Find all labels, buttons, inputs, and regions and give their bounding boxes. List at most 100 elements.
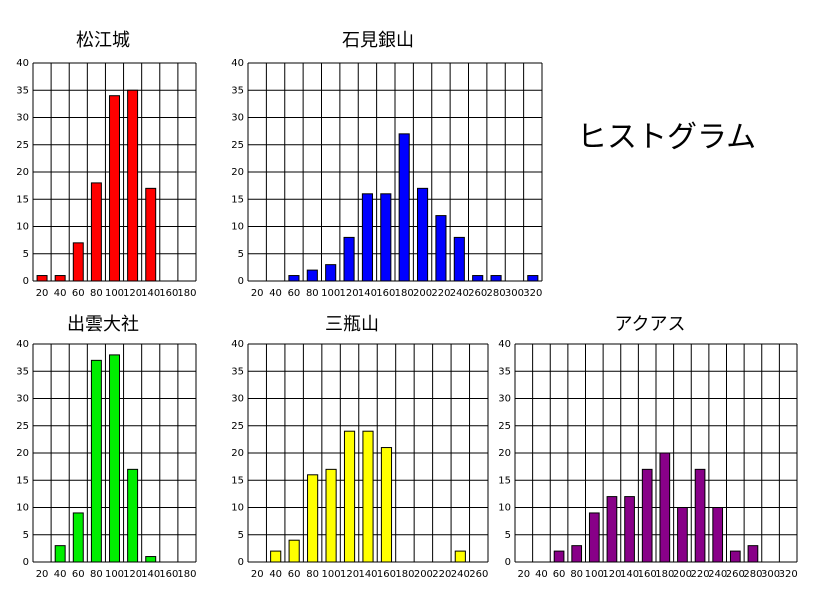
x-tick-label: 300 <box>505 288 524 299</box>
bar <box>435 215 447 282</box>
bar <box>127 89 139 282</box>
y-tick-label: 20 <box>231 448 244 459</box>
bar <box>90 359 102 563</box>
bar <box>659 452 671 563</box>
y-tick-label: 5 <box>238 249 244 260</box>
y-tick-label: 35 <box>231 85 244 96</box>
x-tick-label: 260 <box>469 569 488 580</box>
y-tick-label: 15 <box>16 475 29 486</box>
x-tick-label: 40 <box>269 288 282 299</box>
histogram-3: 0 5 10 15 20 25 30 35 40 20 40 60 80 100 120 140 160 180 出… <box>16 314 197 580</box>
y-tick-label: 20 <box>498 448 511 459</box>
x-tick-label: 160 <box>376 288 395 299</box>
x-tick-label: 100 <box>105 288 124 299</box>
bar <box>306 269 318 282</box>
y-tick-label: 0 <box>505 557 511 568</box>
y-tick-label: 40 <box>16 339 29 350</box>
x-tick-label: 120 <box>123 288 142 299</box>
bar <box>490 275 502 282</box>
chart-title: 三瓶山 <box>325 314 379 335</box>
x-tick-label: 160 <box>159 288 178 299</box>
bar <box>343 430 356 563</box>
bar <box>127 468 139 563</box>
y-tick-label: 25 <box>231 421 244 432</box>
x-tick-label: 80 <box>306 288 319 299</box>
bar <box>453 236 465 282</box>
x-tick-label: 20 <box>36 569 49 580</box>
bar <box>307 474 319 563</box>
bar <box>417 187 429 282</box>
bar <box>109 95 120 282</box>
bar <box>362 430 374 563</box>
y-tick-label: 25 <box>16 421 29 432</box>
y-tick-label: 5 <box>238 530 244 541</box>
x-tick-label: 260 <box>468 288 487 299</box>
x-tick-label: 60 <box>72 569 85 580</box>
y-tick-label: 15 <box>231 475 244 486</box>
x-tick-label: 20 <box>517 569 530 580</box>
bar <box>729 550 741 563</box>
x-tick-label: 80 <box>570 569 583 580</box>
y-tick-label: 15 <box>498 475 511 486</box>
x-tick-label: 60 <box>553 569 566 580</box>
chart-title: 松江城 <box>76 30 130 51</box>
y-tick-label: 30 <box>231 394 244 405</box>
x-tick-label: 40 <box>54 288 67 299</box>
y-tick-label: 20 <box>16 167 29 178</box>
bar <box>54 275 66 282</box>
y-tick-label: 40 <box>16 58 29 69</box>
x-tick-label: 260 <box>726 569 745 580</box>
x-tick-label: 80 <box>306 569 319 580</box>
bar <box>553 550 565 563</box>
x-tick-label: 140 <box>141 569 160 580</box>
bar <box>72 512 84 563</box>
y-tick-label: 40 <box>231 339 244 350</box>
x-tick-label: 200 <box>414 569 433 580</box>
histogram-1: 0 5 10 15 20 25 30 35 40 20 40 60 80 100 120 140 160 180 松… <box>16 30 197 299</box>
bar <box>380 447 393 563</box>
y-tick-label: 20 <box>231 167 244 178</box>
y-tick-label: 20 <box>16 448 29 459</box>
y-tick-label: 0 <box>23 557 29 568</box>
bar <box>527 275 539 282</box>
bar <box>54 545 66 563</box>
y-tick-label: 5 <box>23 249 29 260</box>
bar <box>145 187 157 282</box>
x-tick-label: 140 <box>358 569 377 580</box>
x-tick-label: 100 <box>105 569 124 580</box>
y-tick-label: 40 <box>231 58 244 69</box>
bar <box>343 236 355 282</box>
bar <box>361 193 373 282</box>
y-tick-label: 10 <box>16 222 29 233</box>
y-tick-label: 30 <box>498 394 511 405</box>
y-tick-label: 25 <box>16 140 29 151</box>
x-tick-label: 180 <box>177 288 196 299</box>
page-title: ヒストグラム <box>577 120 756 155</box>
x-tick-label: 160 <box>377 569 396 580</box>
bar <box>606 496 618 563</box>
x-tick-label: 100 <box>322 569 341 580</box>
y-tick-label: 15 <box>16 194 29 205</box>
x-tick-label: 200 <box>673 569 692 580</box>
x-tick-label: 320 <box>779 569 798 580</box>
y-tick-label: 30 <box>231 113 244 124</box>
x-tick-label: 220 <box>691 569 710 580</box>
x-tick-label: 180 <box>177 569 196 580</box>
bar <box>747 545 759 563</box>
y-tick-label: 10 <box>231 503 244 514</box>
bar <box>380 193 392 282</box>
x-tick-label: 140 <box>620 569 639 580</box>
bar <box>288 539 300 563</box>
x-tick-label: 20 <box>36 288 49 299</box>
y-tick-label: 10 <box>231 222 244 233</box>
chart-title: 石見銀山 <box>342 30 414 51</box>
x-tick-label: 180 <box>655 569 674 580</box>
chart-title: アクアス <box>614 314 685 335</box>
bar <box>398 133 410 282</box>
x-tick-label: 20 <box>251 288 264 299</box>
bar <box>677 507 688 563</box>
x-tick-label: 40 <box>535 569 548 580</box>
bar <box>90 182 102 282</box>
y-tick-label: 30 <box>16 394 29 405</box>
